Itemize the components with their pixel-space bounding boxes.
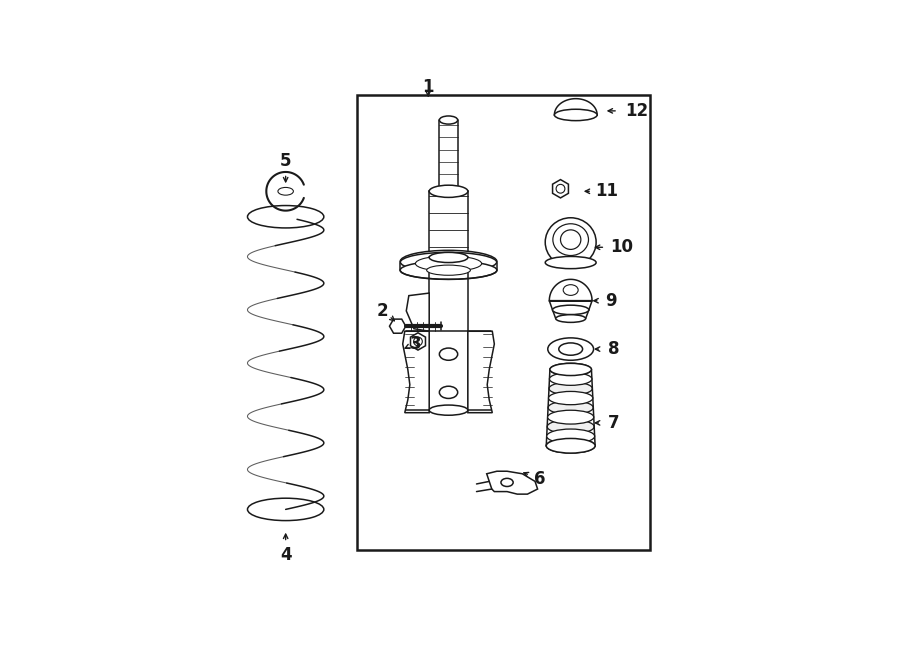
Text: 5: 5 xyxy=(280,152,292,170)
Ellipse shape xyxy=(553,224,589,256)
Ellipse shape xyxy=(553,305,589,315)
Ellipse shape xyxy=(550,373,592,385)
Text: 9: 9 xyxy=(606,292,617,310)
Text: 11: 11 xyxy=(595,182,617,200)
Polygon shape xyxy=(553,180,569,198)
Polygon shape xyxy=(468,331,494,412)
Text: 2: 2 xyxy=(376,302,388,320)
Ellipse shape xyxy=(427,265,471,275)
Polygon shape xyxy=(406,293,429,331)
Text: 3: 3 xyxy=(410,335,421,353)
Ellipse shape xyxy=(548,401,593,414)
Text: 12: 12 xyxy=(626,102,648,120)
Ellipse shape xyxy=(429,253,468,262)
Polygon shape xyxy=(549,280,592,301)
Ellipse shape xyxy=(414,337,422,346)
Polygon shape xyxy=(487,471,537,494)
Polygon shape xyxy=(410,332,426,350)
Polygon shape xyxy=(554,98,597,115)
Ellipse shape xyxy=(416,256,482,271)
Text: 7: 7 xyxy=(608,414,620,432)
Ellipse shape xyxy=(501,479,513,486)
Ellipse shape xyxy=(550,364,591,375)
Ellipse shape xyxy=(548,391,593,405)
Ellipse shape xyxy=(559,343,582,355)
Ellipse shape xyxy=(429,185,468,198)
Ellipse shape xyxy=(248,498,324,521)
Ellipse shape xyxy=(439,348,458,360)
Ellipse shape xyxy=(546,429,595,444)
Ellipse shape xyxy=(561,230,581,249)
Text: 8: 8 xyxy=(608,340,620,358)
Text: 4: 4 xyxy=(280,546,292,564)
Bar xyxy=(357,95,650,550)
Ellipse shape xyxy=(554,109,597,121)
Ellipse shape xyxy=(563,285,578,295)
Ellipse shape xyxy=(550,363,591,375)
Ellipse shape xyxy=(555,315,586,323)
Polygon shape xyxy=(390,319,406,333)
Text: 1: 1 xyxy=(422,78,434,96)
Ellipse shape xyxy=(248,206,324,228)
Ellipse shape xyxy=(549,382,592,395)
Ellipse shape xyxy=(556,184,565,193)
Ellipse shape xyxy=(546,438,595,453)
Ellipse shape xyxy=(439,116,458,124)
Ellipse shape xyxy=(278,188,293,195)
Ellipse shape xyxy=(546,438,595,453)
Ellipse shape xyxy=(545,217,596,266)
Ellipse shape xyxy=(548,338,594,360)
Ellipse shape xyxy=(547,410,594,424)
Ellipse shape xyxy=(400,251,497,273)
Text: 10: 10 xyxy=(610,238,633,256)
Ellipse shape xyxy=(400,261,497,280)
Ellipse shape xyxy=(439,386,458,399)
Ellipse shape xyxy=(429,405,468,415)
Ellipse shape xyxy=(545,256,596,268)
Ellipse shape xyxy=(547,420,594,434)
Text: 6: 6 xyxy=(535,470,546,488)
Polygon shape xyxy=(402,331,429,412)
